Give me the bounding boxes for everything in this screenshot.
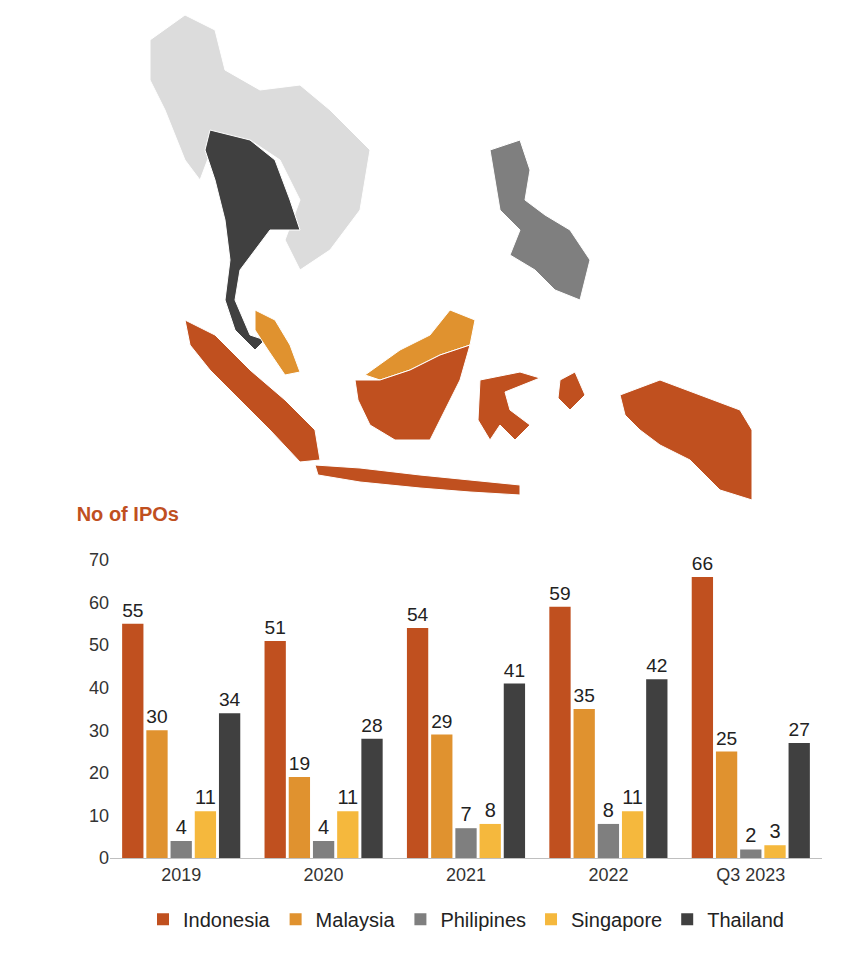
- svg-text:25: 25: [716, 728, 737, 749]
- svg-text:7: 7: [460, 803, 471, 825]
- svg-text:34: 34: [219, 689, 241, 710]
- svg-text:41: 41: [504, 660, 525, 681]
- svg-text:2020: 2020: [304, 865, 344, 885]
- svg-text:28: 28: [361, 715, 382, 736]
- svg-text:11: 11: [622, 786, 643, 808]
- svg-text:No of IPOs: No of IPOs: [77, 503, 179, 525]
- svg-text:8: 8: [485, 799, 496, 821]
- svg-text:3: 3: [769, 820, 780, 842]
- svg-text:4: 4: [176, 816, 187, 838]
- svg-text:30: 30: [89, 721, 109, 741]
- svg-text:35: 35: [574, 685, 595, 706]
- svg-text:50: 50: [89, 635, 109, 655]
- svg-text:Thailand: Thailand: [707, 909, 784, 931]
- svg-text:Q3 2023: Q3 2023: [716, 865, 785, 885]
- svg-text:19: 19: [289, 753, 310, 774]
- svg-text:59: 59: [549, 583, 570, 604]
- svg-text:10: 10: [89, 806, 109, 826]
- svg-text:2019: 2019: [161, 865, 201, 885]
- svg-text:70: 70: [89, 550, 109, 570]
- svg-text:27: 27: [789, 719, 810, 740]
- svg-text:8: 8: [603, 799, 614, 821]
- svg-text:0: 0: [99, 848, 109, 868]
- svg-text:30: 30: [146, 706, 167, 727]
- svg-text:4: 4: [318, 816, 329, 838]
- svg-text:2022: 2022: [588, 865, 628, 885]
- svg-text:Malaysia: Malaysia: [316, 909, 396, 931]
- svg-text:Philipines: Philipines: [440, 909, 526, 931]
- svg-text:2: 2: [745, 824, 756, 846]
- svg-text:Indonesia: Indonesia: [183, 909, 271, 931]
- svg-text:2021: 2021: [446, 865, 486, 885]
- svg-text:29: 29: [431, 711, 452, 732]
- svg-text:11: 11: [337, 786, 358, 808]
- svg-text:20: 20: [89, 763, 109, 783]
- svg-text:40: 40: [89, 678, 109, 698]
- svg-text:51: 51: [265, 617, 286, 638]
- svg-text:11: 11: [195, 786, 216, 808]
- svg-text:Singapore: Singapore: [571, 909, 662, 931]
- svg-text:54: 54: [407, 604, 429, 625]
- svg-text:55: 55: [122, 600, 143, 621]
- svg-text:60: 60: [89, 593, 109, 613]
- svg-text:66: 66: [692, 553, 713, 574]
- svg-text:42: 42: [646, 655, 667, 676]
